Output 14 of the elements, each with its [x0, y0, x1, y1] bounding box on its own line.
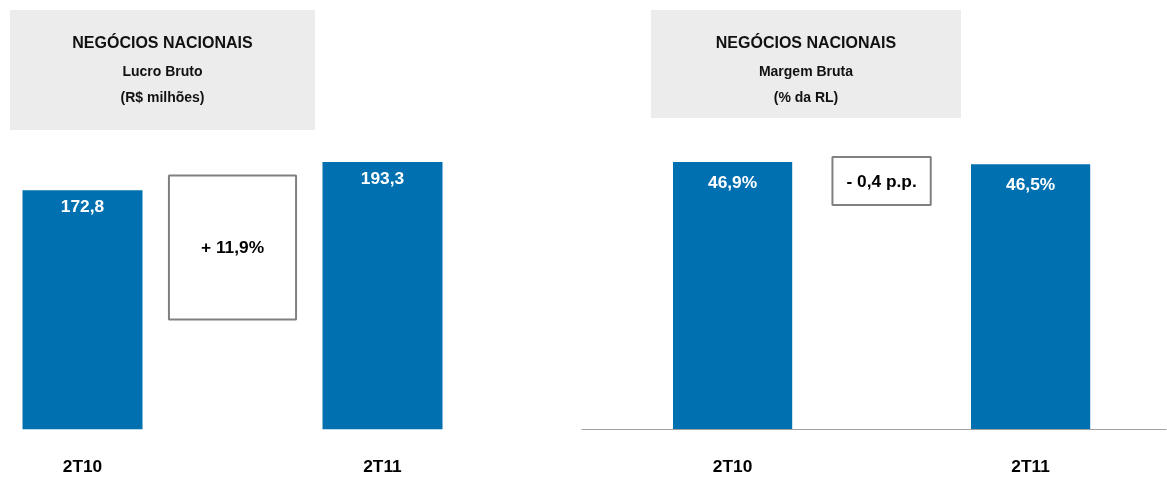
- data-label: 193,3: [360, 167, 405, 188]
- annotation: - 0,4 p.p.: [846, 170, 917, 191]
- data-label: 172,8: [60, 196, 105, 217]
- x-tick-label: 2T11: [363, 455, 403, 476]
- chart-title: NEGÓCIOS NACIONAIS: [714, 32, 898, 53]
- chart-title: NEGÓCIOS NACIONAIS: [71, 32, 254, 53]
- chart-subtitle: Margem Bruta (% da RL): [757, 61, 855, 107]
- x-tick-label: 2T11: [1011, 455, 1051, 476]
- data-label: 46,9%: [708, 171, 758, 192]
- data-label: 46,5%: [1006, 174, 1056, 195]
- x-tick-label: 2T10: [712, 455, 753, 476]
- x-tick-label: 2T10: [62, 455, 103, 476]
- chart-subtitle: Lucro Bruto (R$ milhões): [119, 61, 206, 107]
- annotation: + 11,9%: [200, 237, 265, 258]
